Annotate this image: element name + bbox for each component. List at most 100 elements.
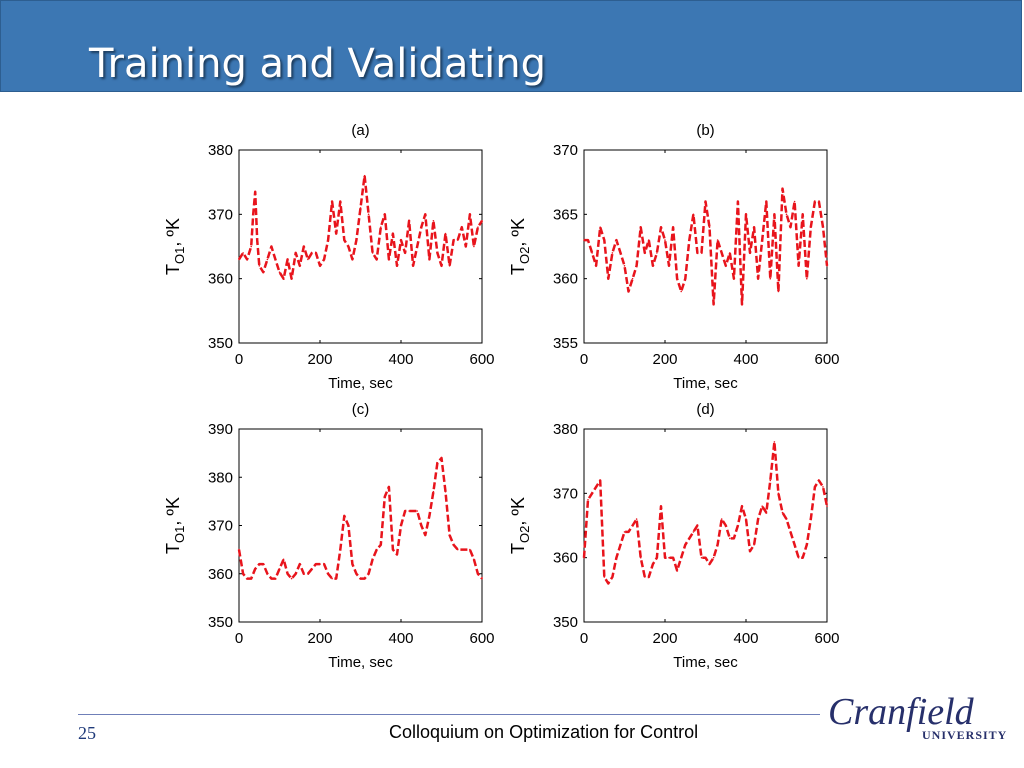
data-point [680, 290, 682, 293]
data-point [290, 277, 293, 280]
data-point [473, 245, 475, 248]
data-point [465, 548, 467, 551]
data-point [303, 573, 305, 575]
data-point [400, 239, 402, 241]
plot-area [583, 149, 828, 344]
data-point [806, 544, 808, 546]
data-point [741, 505, 743, 508]
plot-area [583, 428, 828, 623]
data-point [432, 490, 435, 493]
data-point [270, 245, 273, 248]
data-point [404, 510, 406, 512]
data-point [765, 200, 768, 203]
data-point [664, 556, 666, 559]
data-point [757, 518, 759, 520]
data-point [611, 576, 614, 578]
data-point [757, 277, 759, 280]
data-point [392, 232, 394, 235]
data-point [810, 226, 812, 228]
data-point [456, 239, 459, 241]
data-point [440, 265, 443, 267]
y-tick-label: 380 [553, 421, 578, 438]
data-point [781, 187, 784, 190]
data-point [761, 505, 763, 508]
data-point [656, 252, 658, 254]
data-point [749, 252, 751, 254]
y-tick-label: 350 [208, 614, 233, 631]
data-point [286, 258, 289, 261]
chart-title: (b) [696, 122, 714, 139]
x-tick-label: 400 [388, 351, 413, 368]
y-tick-label: 360 [208, 271, 233, 288]
data-point [262, 563, 265, 565]
data-point [347, 245, 350, 248]
data-point [375, 258, 378, 261]
y-tick-label: 355 [553, 335, 578, 352]
data-point [327, 573, 329, 575]
data-point [826, 265, 828, 267]
footer-text: Colloquium on Optimization for Control [389, 722, 699, 742]
data-point [623, 265, 626, 267]
chart-title: (a) [351, 122, 369, 139]
page-number: 25 [78, 723, 96, 743]
data-point [355, 573, 358, 575]
data-point [307, 573, 309, 575]
data-point [246, 258, 248, 261]
data-point [299, 563, 301, 565]
data-point [339, 200, 342, 203]
data-point [477, 573, 479, 575]
data-point [258, 563, 261, 565]
data-point [481, 220, 483, 222]
data-point [452, 544, 455, 546]
data-point [607, 277, 610, 280]
data-point [737, 200, 739, 203]
data-point [392, 548, 394, 551]
data-point [676, 277, 678, 280]
data-point [294, 573, 297, 575]
data-point [396, 553, 398, 556]
data-point [315, 563, 317, 565]
data-point [745, 213, 747, 216]
chart-title: (d) [696, 401, 714, 418]
data-point [729, 252, 731, 254]
data-point [343, 239, 346, 241]
data-point [242, 252, 244, 254]
data-point [725, 265, 727, 267]
data-point [404, 252, 406, 254]
data-point [238, 258, 240, 261]
data-point [595, 265, 597, 267]
data-point [412, 265, 414, 267]
data-point [331, 577, 333, 580]
data-point [785, 213, 788, 216]
slide-title: Training and Validating [89, 41, 546, 87]
data-point [591, 252, 593, 254]
data-point [286, 573, 289, 575]
x-tick-label: 0 [580, 351, 588, 368]
y-tick-label: 360 [553, 550, 578, 567]
data-point [639, 556, 642, 559]
data-point [347, 524, 350, 527]
footer-divider [78, 714, 820, 715]
data-point [648, 576, 650, 578]
data-point [607, 582, 610, 585]
data-point [660, 505, 662, 508]
data-point [656, 556, 658, 559]
data-point [631, 277, 634, 280]
data-point [652, 265, 654, 267]
x-tick-label: 600 [469, 630, 494, 647]
data-point [461, 226, 463, 228]
data-point [603, 576, 606, 578]
data-point [668, 265, 670, 267]
data-point [644, 576, 646, 578]
y-tick-label: 365 [553, 206, 578, 223]
data-point [587, 239, 589, 241]
data-point [684, 544, 687, 546]
logo-subtitle: UNIVERSITY [922, 728, 1008, 742]
data-point [785, 518, 788, 520]
data-point [331, 200, 333, 203]
data-point [428, 258, 431, 261]
data-point [619, 544, 622, 546]
data-point [708, 226, 711, 228]
data-point [250, 245, 252, 248]
chart-4: 0 200 400 600 350 360 370 380 (d) Time, sec TO2, º… [508, 401, 840, 671]
